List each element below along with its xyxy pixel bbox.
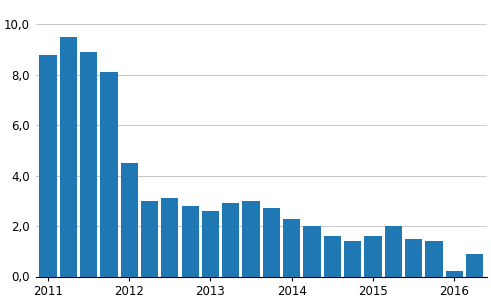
Bar xyxy=(425,241,443,277)
Bar xyxy=(141,201,158,277)
Bar xyxy=(446,271,463,277)
Bar xyxy=(100,72,117,277)
Bar xyxy=(324,236,341,277)
Bar xyxy=(243,201,260,277)
Bar xyxy=(466,254,483,277)
Bar xyxy=(59,37,77,277)
Bar xyxy=(202,211,219,277)
Bar xyxy=(80,52,97,277)
Bar xyxy=(283,219,300,277)
Bar xyxy=(364,236,382,277)
Bar xyxy=(222,203,240,277)
Bar xyxy=(303,226,321,277)
Bar xyxy=(405,239,422,277)
Bar xyxy=(121,163,138,277)
Bar xyxy=(39,55,56,277)
Bar xyxy=(161,198,178,277)
Bar xyxy=(385,226,402,277)
Bar xyxy=(263,208,280,277)
Bar xyxy=(182,206,199,277)
Bar xyxy=(344,241,361,277)
